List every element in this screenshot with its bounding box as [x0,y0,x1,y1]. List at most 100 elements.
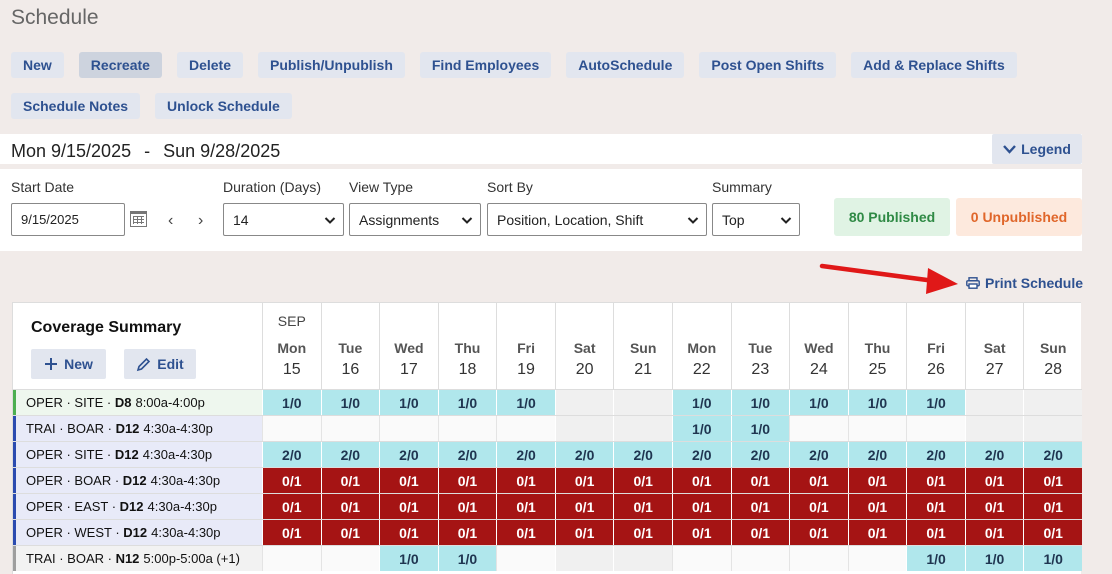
coverage-cell[interactable]: 0/1 [1023,468,1082,493]
coverage-cell[interactable] [906,416,965,441]
coverage-cell[interactable]: 2/0 [613,442,672,467]
sort-by-select[interactable]: Position, Location, Shift [487,203,707,236]
coverage-cell[interactable]: 1/0 [379,390,438,415]
unlock-schedule-button[interactable]: Unlock Schedule [155,93,292,119]
coverage-cell[interactable] [379,416,438,441]
coverage-cell[interactable]: 2/0 [262,442,321,467]
schedule-notes-button[interactable]: Schedule Notes [11,93,141,119]
calendar-icon[interactable] [130,211,147,227]
coverage-cell[interactable] [964,390,1024,415]
coverage-cell[interactable]: 0/1 [847,520,907,545]
coverage-cell[interactable]: 0/1 [789,468,848,493]
summary-select[interactable]: Top [712,203,800,236]
delete-button[interactable]: Delete [176,52,243,78]
coverage-cell[interactable]: 0/1 [496,494,555,519]
duration-select[interactable]: 14 [223,203,344,236]
coverage-cell[interactable]: 0/1 [671,520,731,545]
coverage-cell[interactable] [496,546,555,571]
coverage-cell[interactable]: 0/1 [379,494,438,519]
coverage-cell[interactable]: 0/1 [262,494,321,519]
coverage-cell[interactable]: 2/0 [730,442,790,467]
shift-label[interactable]: OPER · EAST · D12 4:30a-4:30p [13,494,262,519]
coverage-cell[interactable]: 0/1 [613,520,672,545]
coverage-cell[interactable]: 1/0 [320,390,380,415]
coverage-cell[interactable]: 2/0 [496,442,555,467]
coverage-cell[interactable]: 0/1 [1023,494,1082,519]
coverage-cell[interactable]: 0/1 [1023,520,1082,545]
coverage-cell[interactable] [262,546,321,571]
next-period-icon[interactable]: › [198,212,204,229]
coverage-cell[interactable]: 2/0 [1023,442,1082,467]
legend-toggle-button[interactable]: Legend [992,134,1082,164]
coverage-cell[interactable]: 0/1 [320,468,380,493]
coverage-cell[interactable] [262,416,321,441]
coverage-cell[interactable]: 0/1 [262,520,321,545]
coverage-cell[interactable]: 1/0 [906,390,965,415]
new-button[interactable]: New [11,52,64,78]
coverage-cell[interactable]: 0/1 [613,494,672,519]
coverage-cell[interactable] [437,416,497,441]
publish-unpublish-button[interactable]: Publish/Unpublish [257,52,405,78]
coverage-cell[interactable]: 0/1 [964,468,1024,493]
coverage-cell[interactable] [1023,416,1082,441]
coverage-cell[interactable]: 0/1 [320,494,380,519]
coverage-cell[interactable] [496,416,555,441]
coverage-cell[interactable]: 0/1 [379,468,438,493]
coverage-cell[interactable]: 1/0 [1023,546,1082,571]
coverage-new-button[interactable]: New [31,349,106,379]
coverage-cell[interactable]: 2/0 [554,442,614,467]
coverage-cell[interactable] [613,546,672,571]
coverage-cell[interactable] [613,416,672,441]
autoschedule-button[interactable]: AutoSchedule [566,52,685,78]
view-type-select[interactable]: Assignments [349,203,481,236]
coverage-cell[interactable] [847,416,907,441]
coverage-cell[interactable]: 1/0 [730,416,790,441]
coverage-cell[interactable]: 0/1 [671,468,731,493]
coverage-cell[interactable] [964,416,1024,441]
coverage-cell[interactable]: 0/1 [437,494,497,519]
unpublished-count-badge[interactable]: 0 Unpublished [956,198,1082,236]
coverage-cell[interactable] [320,546,380,571]
coverage-cell[interactable]: 0/1 [437,468,497,493]
coverage-cell[interactable]: 2/0 [847,442,907,467]
coverage-cell[interactable]: 2/0 [964,442,1024,467]
coverage-cell[interactable]: 0/1 [554,468,614,493]
shift-label[interactable]: OPER · WEST · D12 4:30a-4:30p [13,520,262,545]
print-schedule-link[interactable]: Print Schedule [966,275,1083,291]
coverage-cell[interactable]: 1/0 [437,546,497,571]
start-date-input[interactable]: 9/15/2025 [11,203,125,236]
coverage-cell[interactable]: 1/0 [847,390,907,415]
post-open-shifts-button[interactable]: Post Open Shifts [699,52,837,78]
coverage-cell[interactable]: 2/0 [906,442,965,467]
coverage-cell[interactable]: 0/1 [671,494,731,519]
coverage-cell[interactable] [554,546,614,571]
coverage-cell[interactable] [613,390,672,415]
coverage-cell[interactable] [320,416,380,441]
coverage-cell[interactable]: 1/0 [906,546,965,571]
find-employees-button[interactable]: Find Employees [419,52,552,78]
coverage-cell[interactable]: 2/0 [671,442,731,467]
coverage-cell[interactable] [789,546,848,571]
coverage-cell[interactable]: 0/1 [613,468,672,493]
shift-label[interactable]: OPER · SITE · D8 8:00a-4:00p [13,390,262,415]
coverage-cell[interactable]: 0/1 [730,468,790,493]
coverage-cell[interactable] [554,416,614,441]
recreate-button[interactable]: Recreate [78,52,162,78]
coverage-cell[interactable] [1023,390,1082,415]
coverage-cell[interactable]: 2/0 [789,442,848,467]
coverage-cell[interactable]: 0/1 [730,520,790,545]
coverage-cell[interactable]: 0/1 [379,520,438,545]
coverage-cell[interactable]: 0/1 [789,520,848,545]
coverage-cell[interactable]: 0/1 [262,468,321,493]
coverage-cell[interactable]: 0/1 [906,468,965,493]
coverage-cell[interactable]: 0/1 [964,520,1024,545]
coverage-cell[interactable]: 0/1 [789,494,848,519]
coverage-cell[interactable] [730,546,790,571]
coverage-cell[interactable]: 0/1 [730,494,790,519]
coverage-cell[interactable]: 0/1 [554,494,614,519]
coverage-cell[interactable]: 0/1 [847,494,907,519]
coverage-cell[interactable] [789,416,848,441]
coverage-cell[interactable]: 1/0 [671,416,731,441]
coverage-cell[interactable] [554,390,614,415]
coverage-cell[interactable]: 2/0 [437,442,497,467]
